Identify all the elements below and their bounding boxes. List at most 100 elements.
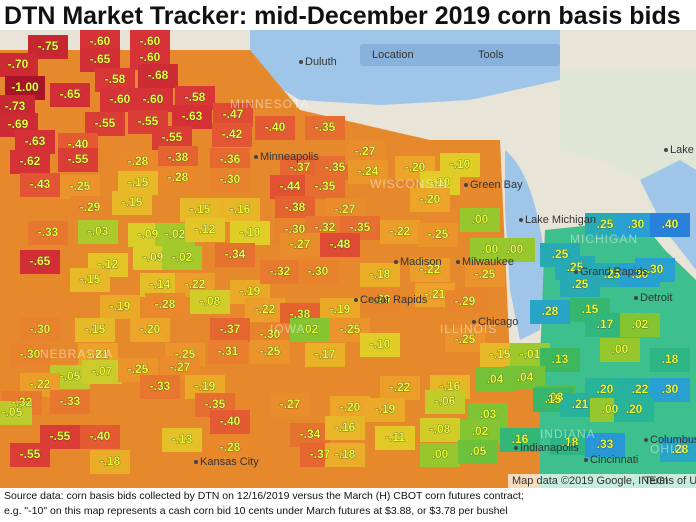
basis-label: -.30 — [20, 347, 41, 361]
county-cell — [158, 166, 198, 190]
basis-label: -.35 — [325, 160, 346, 174]
basis-label: -.30 — [260, 327, 281, 341]
county-cell — [280, 233, 320, 257]
city-dot — [644, 438, 648, 442]
basis-label: -.38 — [168, 150, 189, 164]
basis-label: -.22 — [255, 302, 276, 316]
basis-label: -.12 — [98, 257, 119, 271]
county-cell — [298, 260, 338, 284]
basis-label: -.47 — [223, 107, 244, 121]
basis-label: .18 — [662, 352, 679, 366]
basis-label: -.02 — [172, 250, 193, 264]
basis-label: -.02 — [165, 227, 186, 241]
city-dot — [456, 260, 460, 264]
county-cell — [305, 343, 345, 367]
city-dot — [472, 320, 476, 324]
county-cell — [560, 273, 600, 297]
county-cell — [10, 343, 50, 367]
county-cell — [0, 401, 32, 425]
basis-label: -.15 — [190, 202, 211, 216]
basis-label: -.60 — [90, 34, 111, 48]
city-label: Detroit — [640, 292, 672, 304]
basis-label: .00 — [612, 342, 629, 356]
control-label[interactable]: Location — [372, 49, 414, 61]
basis-label: -.19 — [375, 402, 396, 416]
bid-layer — [0, 30, 696, 474]
city-dot — [354, 298, 358, 302]
control-label[interactable]: Tools — [478, 49, 504, 61]
county-cell — [212, 123, 252, 147]
county-cell — [215, 243, 255, 267]
city-label: Madison — [400, 256, 442, 268]
basis-label: .16 — [512, 432, 529, 446]
basis-label: -.68 — [148, 68, 169, 82]
basis-label: -.35 — [350, 220, 371, 234]
basis-label: -.65 — [60, 87, 81, 101]
county-cell — [230, 221, 270, 245]
basis-label: -.28 — [128, 154, 149, 168]
basis-label: .00 — [482, 242, 499, 256]
basis-label: -.62 — [20, 154, 41, 168]
basis-label: -.30 — [30, 322, 51, 336]
basis-label: -.30 — [308, 264, 329, 278]
basis-label: -.70 — [8, 57, 29, 71]
basis-label: .15 — [582, 302, 599, 316]
basis-label: -.37 — [290, 160, 311, 174]
toolbar[interactable] — [360, 44, 560, 66]
basis-label: .18 — [562, 435, 579, 449]
city-label: Cedar Rapids — [360, 294, 428, 306]
basis-label: .04 — [517, 370, 534, 384]
county-cell — [465, 263, 505, 287]
basis-label: -.40 — [68, 137, 89, 151]
county-cell — [10, 150, 50, 174]
county-cell — [78, 220, 118, 244]
terms: Terms of Use — [644, 475, 696, 487]
basis-label: -.40 — [265, 120, 286, 134]
state-label: INDIANA — [540, 427, 596, 441]
basis-label: .20 — [597, 382, 614, 396]
basis-label: -.25 — [260, 344, 281, 358]
basis-label: -.18 — [335, 447, 356, 461]
county-cell — [290, 318, 330, 342]
map: -.75 -.60 -.60 -.70 -.65 -.60 -1.00 -.65 -.58 -.6… — [0, 30, 696, 488]
basis-label: -.14 — [150, 277, 171, 291]
basis-label: -.16 — [335, 420, 356, 434]
basis-label: -.20 — [405, 160, 426, 174]
basis-label: -.07 — [92, 364, 113, 378]
county-cell — [650, 378, 690, 402]
basis-label: -.55 — [138, 114, 159, 128]
basis-label: -.08 — [430, 422, 451, 436]
county-cell — [348, 160, 388, 184]
basis-label: -.69 — [8, 117, 29, 131]
basis-label: -.22 — [390, 224, 411, 238]
state-label: IOWA — [270, 322, 306, 336]
basis-label: -.32 — [270, 264, 291, 278]
basis-label: -.25 — [455, 332, 476, 346]
basis-label: -.05 — [60, 369, 81, 383]
state-label: MICHIGAN — [570, 232, 638, 246]
city-label: Lake Michigan — [525, 214, 596, 226]
basis-label: .25 — [567, 260, 584, 274]
basis-label: -.19 — [110, 299, 131, 313]
basis-label: .30 — [632, 267, 649, 281]
basis-label: -.42 — [222, 127, 243, 141]
basis-label: -.58 — [105, 72, 126, 86]
basis-label: .22 — [632, 382, 649, 396]
county-cell — [360, 333, 400, 357]
county-cell — [85, 112, 125, 136]
basis-label: .04 — [487, 372, 504, 386]
basis-label: -.16 — [440, 379, 461, 393]
basis-label: -.03 — [88, 224, 109, 238]
basis-label: -.16 — [230, 202, 251, 216]
county-cell — [325, 416, 365, 440]
basis-label: -.60 — [110, 92, 131, 106]
basis-label: -.10 — [370, 337, 391, 351]
county-cell — [50, 390, 90, 414]
basis-label: -.38 — [285, 200, 306, 214]
basis-label: -.20 — [340, 400, 361, 414]
basis-label: -.27 — [355, 144, 376, 158]
county-cell — [80, 425, 120, 449]
city-dot — [584, 458, 588, 462]
basis-label: -.25 — [428, 227, 449, 241]
county-cell — [210, 168, 250, 192]
